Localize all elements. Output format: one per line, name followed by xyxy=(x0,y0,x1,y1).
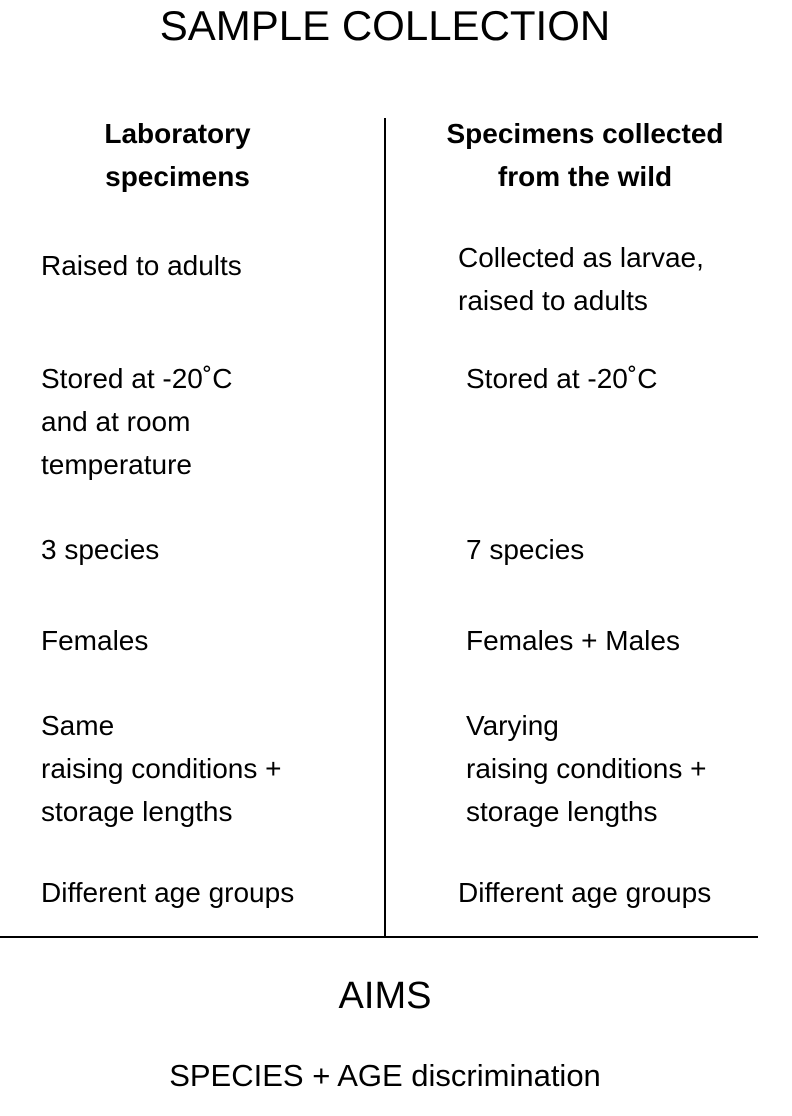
left-row-conditions-line: raising conditions + xyxy=(41,753,282,784)
left-row-conditions-line: Same xyxy=(41,710,115,741)
right-row-conditions-line: Varying xyxy=(466,710,559,741)
right-row-species: 7 species xyxy=(466,528,584,571)
left-row-raising-line: Raised to adults xyxy=(41,250,242,281)
left-row-species: 3 species xyxy=(41,528,159,571)
left-row-species-line: 3 species xyxy=(41,534,160,565)
right-row-storage: Stored at -20˚C xyxy=(466,357,657,400)
aims-heading: AIMS xyxy=(338,975,432,1017)
right-row-raising: Collected as larvae, raised to adults xyxy=(458,236,704,322)
right-row-conditions-line: storage lengths xyxy=(466,796,658,827)
left-row-storage-line: temperature xyxy=(41,449,192,480)
left-row-age: Different age groups xyxy=(41,871,294,914)
right-heading-line2: from the wild xyxy=(497,161,673,192)
section-divider xyxy=(0,936,758,938)
left-row-storage-line: and at room xyxy=(41,406,191,437)
left-row-age-line: Different age groups xyxy=(41,877,295,908)
right-row-conditions-line: raising conditions + xyxy=(466,753,707,784)
right-row-raising-line: Collected as larvae, xyxy=(458,242,704,273)
left-heading-line1: Laboratory xyxy=(104,118,251,149)
left-row-storage-line: Stored at -20˚C xyxy=(41,363,233,394)
right-row-sex: Females + Males xyxy=(466,619,680,662)
column-divider xyxy=(384,118,386,938)
right-row-raising-line: raised to adults xyxy=(458,285,648,316)
right-row-age: Different age groups xyxy=(458,871,711,914)
right-row-sex-line: Females + Males xyxy=(466,625,680,656)
right-row-conditions: Varying raising conditions + storage len… xyxy=(466,704,706,833)
left-row-storage: Stored at -20˚C and at room temperature xyxy=(41,357,232,486)
right-row-species-line: 7 species xyxy=(466,534,585,565)
aims-text: SPECIES + AGE discrimination xyxy=(169,1058,601,1093)
left-heading-line2: specimens xyxy=(105,161,250,192)
left-row-conditions-line: storage lengths xyxy=(41,796,233,827)
left-row-sex-line: Females xyxy=(41,625,149,656)
left-column-heading: Laboratory specimens xyxy=(40,112,315,198)
page-title: SAMPLE COLLECTION xyxy=(159,2,611,49)
left-row-raising: Raised to adults xyxy=(41,244,242,287)
left-row-conditions: Same raising conditions + storage length… xyxy=(41,704,281,833)
right-heading-line1: Specimens collected xyxy=(446,118,724,149)
right-column-heading: Specimens collected from the wild xyxy=(420,112,750,198)
right-row-storage-line: Stored at -20˚C xyxy=(466,363,658,394)
left-row-sex: Females xyxy=(41,619,148,662)
right-row-age-line: Different age groups xyxy=(458,877,712,908)
